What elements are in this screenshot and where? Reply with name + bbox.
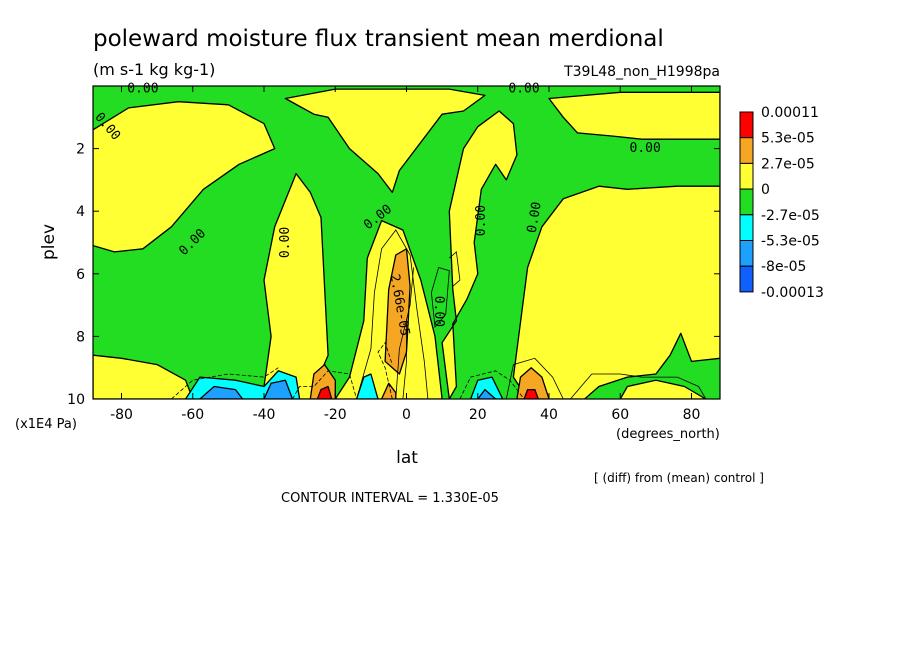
y-axis-unit: (x1E4 Pa) (15, 417, 77, 432)
diff-note: [ (diff) from (mean) control ] (594, 471, 764, 485)
colorbar-swatch-green (739, 188, 754, 216)
colorbar-swatch-blue (739, 265, 754, 293)
run-label: T39L48_non_H1998pa (563, 64, 720, 80)
region-red-14 (523, 388, 539, 399)
colorbar-label-3: 0 (761, 182, 770, 198)
region-red-13 (316, 385, 333, 399)
contour-label-9: 0.00 (431, 296, 446, 327)
colorbar-label-1: 5.3e-05 (761, 131, 815, 147)
contour-line-1 (395, 267, 414, 399)
x-tick-label-6: 40 (540, 407, 558, 423)
colorbar-label-4: -2.7e-05 (761, 208, 820, 224)
region-yellow-6 (512, 185, 720, 399)
contour-line-3 (431, 267, 450, 328)
colorbar-swatch-skyblue (739, 240, 754, 267)
region-cyan-17 (469, 376, 504, 399)
contour-label-7: 0.00 (474, 205, 489, 236)
region-yellow-7 (548, 91, 720, 140)
region-yellow-8 (619, 379, 707, 399)
color-regions (93, 88, 720, 399)
units-label: (m s-1 kg kg-1) (93, 60, 215, 79)
x-axis-unit: (degrees_north) (616, 427, 720, 442)
x-tick-label-5: 20 (469, 407, 487, 423)
y-tick-label-2: 6 (76, 267, 85, 283)
colorbar-label-6: -8e-05 (761, 259, 806, 275)
region-yellow-3 (284, 88, 486, 194)
region-skyblue-18 (199, 385, 244, 399)
colorbar-label-0: 0.00011 (761, 105, 819, 121)
chart-title: poleward moisture flux transient mean me… (93, 26, 664, 52)
region-orange-12 (380, 382, 397, 399)
contour-label-0: 0.00 (127, 82, 158, 97)
contour-line-6 (171, 367, 279, 399)
plot-area: 0.00 0.000.000.000.00 0.000.00 0.00 0.000.00… (67, 82, 721, 423)
colorbar-label-2: 2.7e-05 (761, 156, 815, 172)
x-tick-label-1: -60 (181, 407, 204, 423)
region-orange-11 (516, 367, 550, 399)
colorbar-label-5: -5.3e-05 (761, 234, 820, 250)
y-tick-label-4: 10 (67, 392, 85, 408)
region-skyblue-20 (477, 388, 497, 399)
x-tick-label-0: -80 (110, 407, 133, 423)
x-tick-label-3: -20 (324, 407, 347, 423)
contour-line-2 (402, 320, 407, 399)
y-tick-label-3: 8 (76, 329, 85, 345)
contour-label-3: 0.00 (630, 141, 661, 156)
region-yellow-0 (93, 101, 276, 253)
y-axis-label: plev (39, 224, 59, 260)
x-tick-label-8: 80 (683, 407, 701, 423)
contour-line-8 (459, 370, 525, 399)
contour-label-8: 0.00 (525, 201, 545, 234)
contour-line-7 (377, 341, 393, 399)
region-orange-9 (384, 248, 411, 375)
contour-line-9 (505, 357, 564, 399)
contour-label-5: 0.00 (278, 227, 293, 258)
contour-lines (171, 229, 707, 399)
contour-line-0 (356, 229, 429, 399)
x-tick-label-2: -40 (253, 407, 276, 423)
region-yellow-5 (441, 110, 518, 399)
contour-line-5 (292, 370, 357, 399)
y-tick-label-0: 2 (76, 142, 85, 158)
y-axis: 2 4 6 8 10 (67, 142, 720, 408)
region-skyblue-19 (263, 379, 294, 399)
x-tick-label-7: 60 (611, 407, 629, 423)
region-cyan-16 (355, 373, 379, 399)
contour-line-4 (449, 251, 461, 287)
y-tick-label-1: 4 (76, 204, 85, 220)
region-yellow-1 (93, 354, 194, 399)
x-axis-label: lat (396, 448, 418, 468)
colorbar-legend: 0.00011 5.3e-05 2.7e-05 0 -2.7e-05 -5.3e-05 -8… (739, 105, 824, 301)
contour-line-10 (570, 373, 707, 399)
colorbar-swatch-red (739, 111, 754, 139)
contour-label-1: 0.00 (508, 82, 539, 97)
contour-interval: CONTOUR INTERVAL = 1.330E-05 (281, 491, 499, 506)
x-axis: -80 -60 -40 -20 0 20 40 60 80 (110, 86, 700, 423)
x-tick-label-4: 0 (402, 407, 411, 423)
colorbar-label-7: -0.00013 (761, 285, 824, 301)
colorbar-swatch-yellow (739, 162, 754, 190)
colorbar-swatch-cyan (739, 214, 754, 242)
colorbar-swatch-orange (739, 137, 754, 164)
